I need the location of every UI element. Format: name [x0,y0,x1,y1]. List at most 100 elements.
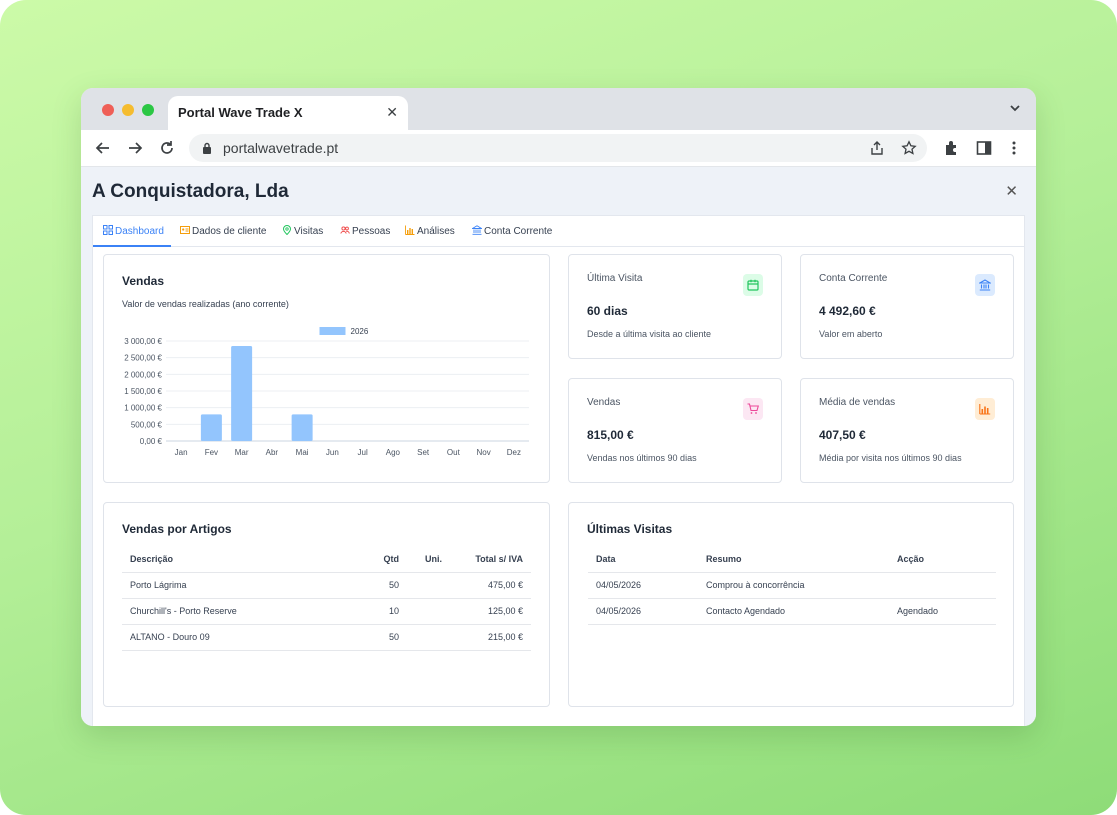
tab-bar: Dashboard Dados de cliente Visitas Pesso… [93,216,1024,247]
bar [200,414,222,441]
tab-pessoas[interactable]: Pessoas [340,225,390,237]
close-window-button[interactable] [102,104,114,116]
calendar-badge [743,274,763,296]
side-panel-icon[interactable] [975,139,993,157]
x-tick-label: Mai [296,448,309,457]
table-cell: 215,00 € [452,624,531,651]
y-tick-label: 2 500,00 € [124,354,162,363]
y-tick-label: 1 000,00 € [124,404,162,413]
url-text: portalwavetrade.pt [223,140,339,156]
stat-label: Vendas [587,397,621,408]
users-icon [340,226,350,234]
browser-window: Portal Wave Trade X ✕ portalwavetrade.pt… [81,88,1036,726]
x-tick-label: Nov [477,448,491,457]
stat-label: Última Visita [587,273,643,284]
stat-card-vendas: Vendas 815,00 € Vendas nos últimos 90 di… [568,378,782,483]
tab-dashboard[interactable]: Dashboard [103,225,164,237]
table-row[interactable]: Churchill's - Porto Reserve 10 125,00 € [122,598,531,625]
x-tick-label: Set [417,448,430,457]
bank-badge [975,274,995,296]
extensions-icon[interactable] [943,139,961,157]
back-arrow-icon[interactable] [94,139,112,157]
tab-pessoas-label: Pessoas [352,226,391,237]
chevron-down-icon[interactable] [1008,101,1022,115]
legend-label: 2026 [351,327,369,336]
table-cell [407,572,452,599]
table-row[interactable]: ALTANO - Douro 09 50 215,00 € [122,624,531,651]
table-cell: Agendado [889,598,996,625]
stat-description: Desde a última visita ao cliente [587,329,712,339]
table-cell: 50 [362,572,407,599]
stat-description: Valor em aberto [819,329,883,339]
x-tick-label: Dez [507,448,521,457]
browser-tab[interactable]: Portal Wave Trade X ✕ [168,96,408,130]
stat-label: Conta Corrente [819,273,888,284]
table-cell: Porto Lágrima [122,572,362,599]
active-tab-indicator [93,245,171,247]
stat-value: 60 dias [587,304,628,318]
tab-dashboard-label: Dashboard [115,226,164,237]
bank-icon [472,225,482,235]
column-header: Total s/ IVA [452,546,531,573]
y-tick-label: 1 500,00 € [124,387,162,396]
close-tab-icon[interactable]: ✕ [386,104,398,120]
tab-visitas[interactable]: Visitas [282,225,323,237]
reload-icon[interactable] [158,139,176,157]
sales-chart-card: Vendas Valor de vendas realizadas (ano c… [103,254,550,483]
table-cell: Contacto Agendado [698,598,889,625]
client-panel: Dashboard Dados de cliente Visitas Pesso… [92,215,1025,726]
bar [291,414,313,441]
y-tick-label: 500,00 € [131,420,163,429]
x-tick-label: Mar [235,448,249,457]
share-icon[interactable] [869,140,885,156]
tab-conta-corrente[interactable]: Conta Corrente [472,225,552,237]
table-cell: 10 [362,598,407,625]
tab-dados-de-cliente-label: Dados de cliente [192,226,267,237]
table-cell: Comprou à concorrência [698,572,889,599]
table-row[interactable]: 04/05/2026 Contacto Agendado Agendado [588,598,996,625]
table-cell [889,572,996,599]
sales-bar-chart: 3 000,00 € 2 500,00 € 2 000,00 € 1 500,00 €… [124,327,529,457]
table-cell [407,598,452,625]
cart-badge [743,398,763,420]
tab-strip: Portal Wave Trade X ✕ [81,88,1036,130]
table-header-row: Data Resumo Acção [588,546,996,573]
stat-description: Média por visita nos últimos 90 dias [819,453,962,463]
stat-value: 4 492,60 € [819,304,876,318]
sales-chart-subtitle: Valor de vendas realizadas (ano corrente… [122,299,289,309]
map-pin-icon [282,225,292,235]
address-bar[interactable]: portalwavetrade.pt [189,134,927,162]
articles-table: Descrição Qtd Uni. Total s/ IVA Porto Lá… [122,546,531,651]
x-tick-label: Jun [326,448,339,457]
x-tick-label: Jan [175,448,188,457]
maximize-window-button[interactable] [142,104,154,116]
table-cell: 475,00 € [452,572,531,599]
column-header: Qtd [362,546,407,573]
forward-arrow-icon[interactable] [126,139,144,157]
minimize-window-button[interactable] [122,104,134,116]
bar-chart-badge [975,398,995,420]
sales-chart-title: Vendas [122,274,165,288]
x-tick-label: Abr [266,448,279,457]
x-tick-label: Ago [386,448,401,457]
browser-tab-title: Portal Wave Trade X [178,105,303,120]
table-cell: 125,00 € [452,598,531,625]
stat-card-media-de-vendas: Média de vendas 407,50 € Média por visit… [800,378,1014,483]
table-row[interactable]: 04/05/2026 Comprou à concorrência [588,572,996,599]
bar [231,346,253,441]
column-header: Uni. [407,546,452,573]
table-row[interactable]: Porto Lágrima 50 475,00 € [122,572,531,599]
calendar-icon [747,279,759,291]
star-icon[interactable] [901,140,917,156]
x-tick-label: Jul [358,448,368,457]
more-options-icon[interactable] [1005,139,1023,157]
articles-card: Vendas por Artigos Descrição Qtd Uni. To… [103,502,550,707]
cart-icon [747,403,759,414]
stat-value: 407,50 € [819,428,866,442]
tab-dados-de-cliente[interactable]: Dados de cliente [180,225,267,237]
legend-swatch [319,327,346,335]
close-icon[interactable]: ✕ [1005,183,1018,200]
stat-card-ultima-visita: Última Visita 60 dias Desde a última vis… [568,254,782,359]
bar-chart-icon [979,404,991,415]
tab-analises[interactable]: Análises [405,225,455,237]
